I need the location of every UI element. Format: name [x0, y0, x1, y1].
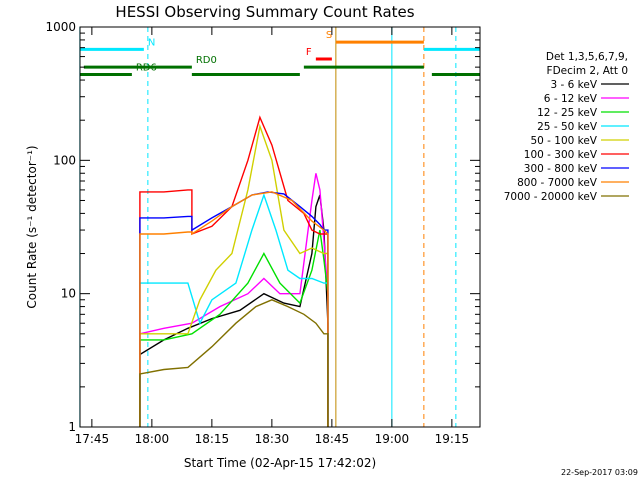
series-line-2: [139, 229, 329, 427]
series-line-6: [139, 191, 329, 427]
flag-label-0: N: [148, 37, 155, 48]
series-line-7: [139, 191, 329, 427]
plot-frame: [79, 26, 481, 428]
flag-label-3: F: [306, 47, 312, 58]
series-line-8: [139, 299, 329, 427]
legend-header-0: Det 1,3,5,6,7,9,: [546, 51, 628, 63]
x-axis: 17:45 18:00 18:15 18:30 18:45 19:00 19:15: [75, 27, 470, 446]
x-tick-label-4: 18:45: [315, 432, 350, 446]
y-axis-label: Count Rate (s⁻¹ detector⁻¹): [25, 145, 39, 308]
legend-label-2: 12 - 25 keV: [537, 107, 598, 119]
x-axis-label: Start Time (02-Apr-15 17:42:02): [184, 456, 376, 470]
legend-label-3: 25 - 50 keV: [537, 121, 598, 133]
x-tick-label-2: 18:15: [195, 432, 230, 446]
chart-title: HESSI Observing Summary Count Rates: [115, 3, 414, 21]
x-tick-label-3: 18:30: [255, 432, 290, 446]
y-axis: 1 10 100 1000: [45, 20, 480, 434]
plot-marks: N RD0 RD6 F S: [79, 27, 480, 427]
y-tick-label-3: 1000: [45, 20, 76, 34]
series-line-1: [139, 173, 329, 427]
legend-label-0: 3 - 6 keV: [550, 79, 597, 91]
x-tick-label-5: 19:00: [375, 432, 410, 446]
series-line-5: [139, 115, 329, 427]
series-line-4: [139, 123, 329, 427]
flag-label-2: RD6: [136, 63, 157, 74]
y-tick-label-1: 10: [61, 287, 76, 301]
flag-label-1: RD0: [196, 55, 217, 66]
legend: Det 1,3,5,6,7,9, FDecim 2, Att 0 3 - 6 keV…: [504, 51, 629, 203]
y-tick-label-2: 100: [53, 153, 76, 167]
legend-label-4: 50 - 100 keV: [530, 135, 597, 147]
y-tick-label-0: 1: [68, 420, 76, 434]
legend-label-5: 100 - 300 keV: [524, 149, 598, 161]
legend-label-1: 6 - 12 keV: [544, 93, 598, 105]
x-tick-label-6: 19:15: [435, 432, 470, 446]
x-tick-label-0: 17:45: [75, 432, 110, 446]
legend-label-8: 7000 - 20000 keV: [504, 191, 598, 203]
series-line-3: [139, 192, 329, 427]
timestamp: 22-Sep-2017 03:09: [561, 468, 638, 477]
legend-header-1: FDecim 2, Att 0: [547, 65, 628, 77]
flag-label-4: S: [326, 30, 332, 41]
x-tick-label-1: 18:00: [135, 432, 170, 446]
legend-label-7: 800 - 7000 keV: [517, 177, 598, 189]
series-line-0: [139, 194, 329, 427]
legend-label-6: 300 - 800 keV: [524, 163, 598, 175]
